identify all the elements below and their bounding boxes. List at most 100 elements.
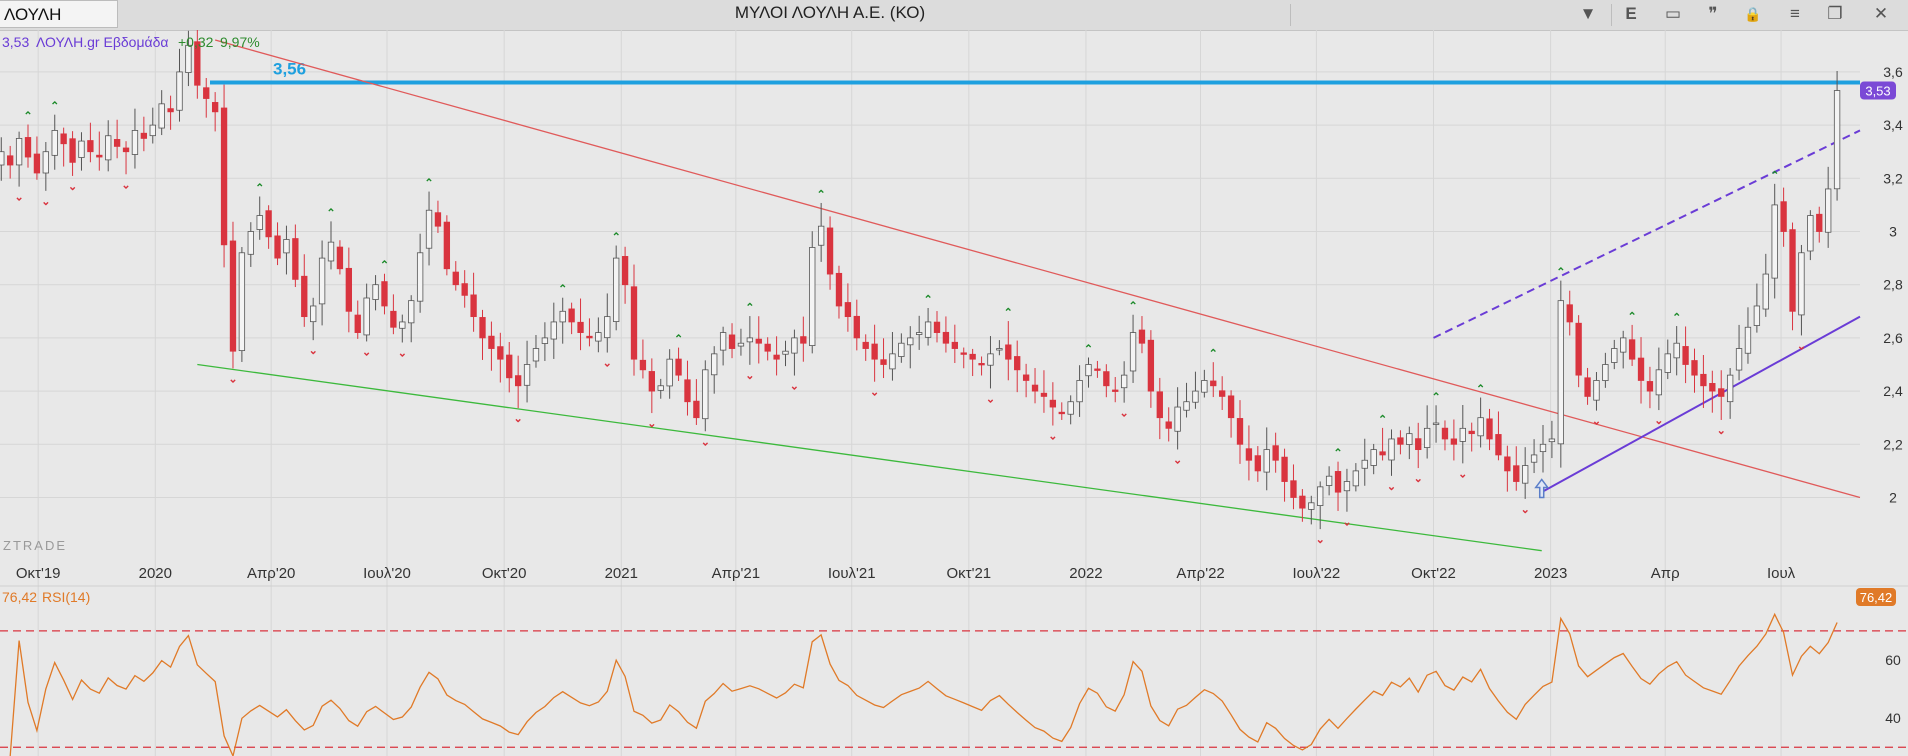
- pivot-low-marker: ⌄: [1458, 468, 1467, 480]
- price-tick-label: 3,4: [1883, 117, 1903, 133]
- e-button[interactable]: E: [1625, 4, 1637, 23]
- pivot-low-marker: ⌄: [1387, 481, 1396, 493]
- candle-down: [1486, 418, 1493, 440]
- pivot-low-marker: ⌄: [41, 196, 50, 208]
- chart-canvas[interactable]: 3,56 ⌄⌃⌄⌃⌄⌄⌃⌄⌃⌄⌃⌄⌃⌄⌃⌄⌃⌄⌃⌄⌃⌄⌃⌄⌄⌃⌄⌃⌄⌃⌄⌃⌄⌃⌄…: [0, 30, 1908, 756]
- candle-up: [1343, 481, 1351, 492]
- candle-up: [78, 140, 85, 158]
- pivot-high-marker: ⌃: [1209, 348, 1218, 360]
- candle-down: [274, 235, 281, 259]
- pivot-low-marker: ⌄: [603, 358, 612, 370]
- pivot-high-marker: ⌃: [558, 284, 567, 296]
- candle-down: [1780, 201, 1787, 232]
- candle-down: [1147, 339, 1155, 392]
- pivot-low-marker: ⌄: [1048, 431, 1057, 443]
- candle-down: [1468, 430, 1475, 435]
- candle-down: [1103, 371, 1110, 387]
- candle-up: [889, 353, 896, 370]
- candle-up: [657, 385, 664, 391]
- candle-down: [381, 281, 388, 307]
- candle-up: [1522, 465, 1529, 484]
- candle-down: [978, 363, 985, 366]
- time-tick-label: Ιουλ'20: [363, 565, 411, 582]
- time-tick-label: 2021: [605, 565, 638, 582]
- candle-down: [69, 138, 76, 163]
- time-tick-label: Ιουλ: [1767, 565, 1796, 582]
- quote-icon[interactable]: ❞: [1708, 4, 1718, 23]
- pivot-high-marker: ⌃: [1004, 307, 1013, 319]
- pivot-high-marker: ⌃: [1333, 448, 1342, 460]
- pivot-markers: ⌄ ⌃ ⌄ ⌃ ⌄ ⌄ ⌃ ⌄ ⌃ ⌄ ⌃ ⌄ ⌃ ⌄ ⌃ ⌄ ⌃ ⌄ ⌃ ⌄ ⌃ ⌄ ⌃ ⌄ ⌄ ⌃ ⌄ ⌃ ⌄ ⌃ ⌄ ⌃ ⌄ ⌃ ⌄ ⌃ ⌄ ⌃ ⌄ ⌃…: [14, 101, 1806, 546]
- candle-down: [1094, 368, 1101, 371]
- pivot-low-marker: ⌄: [1521, 504, 1530, 516]
- candle-up: [1263, 449, 1270, 473]
- candle-up: [1370, 449, 1377, 466]
- candle-down: [211, 102, 219, 113]
- candle-up: [1833, 90, 1841, 190]
- pivot-high-marker: ⌃: [1628, 311, 1637, 323]
- candle-down: [639, 359, 647, 371]
- candle-up: [105, 135, 112, 161]
- menu-icon[interactable]: ≡: [1790, 4, 1800, 23]
- candle-down: [265, 210, 272, 238]
- lock-icon[interactable]: 🔒: [1744, 6, 1762, 22]
- dropdown-icon[interactable]: ▼: [1579, 4, 1597, 23]
- symbol-tab[interactable]: ΛΟΥΛΗ: [0, 0, 118, 28]
- candle-up: [238, 252, 246, 352]
- restore-icon[interactable]: ❐: [1827, 4, 1843, 23]
- time-axis: Οκτ'19 2020 Απρ'20 Ιουλ'20 Οκτ'20 2021 Απρ'21 Ι…: [16, 565, 1796, 582]
- candle-down: [1789, 229, 1796, 312]
- candle-down: [630, 286, 638, 360]
- candle-down: [1156, 391, 1163, 419]
- grid: [0, 30, 1908, 756]
- time-tick-label: Απρ: [1651, 565, 1680, 582]
- candle-down: [488, 335, 495, 349]
- candle-up: [408, 300, 415, 324]
- legend: 3,53 ΛΟΥΛΗ.gr Εβδομάδα +0,32 9,97% ZTRAD…: [2, 34, 260, 553]
- pivot-low-marker: ⌄: [14, 192, 23, 204]
- pivot-high-marker: ⌃: [1556, 267, 1565, 279]
- candle-up: [0, 151, 5, 166]
- candle-down: [693, 400, 700, 419]
- time-tick-label: 2020: [139, 565, 172, 582]
- candle-down: [506, 354, 513, 379]
- candle-down: [1165, 421, 1172, 429]
- watermark: ZTRADE: [3, 538, 67, 553]
- pivot-high-marker: ⌃: [23, 110, 32, 122]
- header-change-pct: 9,97%: [220, 34, 260, 50]
- candle-down: [1709, 383, 1716, 392]
- layout-icon[interactable]: ▭: [1664, 4, 1682, 23]
- price-tick-label: 2: [1889, 489, 1897, 505]
- candle-down: [1022, 374, 1030, 381]
- price-tick-label: 3,6: [1883, 64, 1903, 80]
- candle-up: [247, 231, 254, 255]
- candle-down: [1254, 455, 1261, 472]
- candle-up: [149, 124, 156, 137]
- pivot-low-marker: ⌄: [986, 393, 995, 405]
- pivot-low-marker: ⌄: [1797, 340, 1806, 352]
- pivot-low-marker: ⌄: [398, 348, 407, 360]
- toolbar-separator: [1611, 4, 1612, 26]
- candle-down: [1299, 495, 1306, 509]
- time-tick-label: Απρ'21: [712, 565, 760, 582]
- price-axis: 3,6 3,4 3,2 3 2,8 2,6 2,4 2,2 2 3,53: [1860, 64, 1903, 505]
- pivot-high-marker: ⌃: [1084, 344, 1093, 356]
- candle-down: [1290, 480, 1297, 498]
- candles: [0, 30, 1841, 530]
- candle-up: [1530, 454, 1538, 463]
- candle-down: [1058, 411, 1065, 415]
- candle-up: [131, 130, 139, 155]
- last-price-label: 3,53: [1865, 84, 1890, 99]
- header-source: ΛΟΥΛΗ.gr Εβδομάδα: [36, 34, 169, 50]
- candle-up: [1432, 422, 1440, 425]
- candle-up: [1557, 300, 1564, 445]
- candle-down: [577, 321, 584, 333]
- candle-down: [7, 155, 14, 166]
- candle-up: [425, 209, 433, 249]
- close-icon[interactable]: ✕: [1873, 4, 1889, 23]
- candle-up: [1459, 427, 1466, 442]
- candle-up: [1726, 374, 1734, 403]
- candle-up: [1388, 438, 1395, 461]
- rsi-legend-name: RSI(14): [42, 589, 90, 605]
- time-tick-label: Οκτ'20: [482, 565, 527, 582]
